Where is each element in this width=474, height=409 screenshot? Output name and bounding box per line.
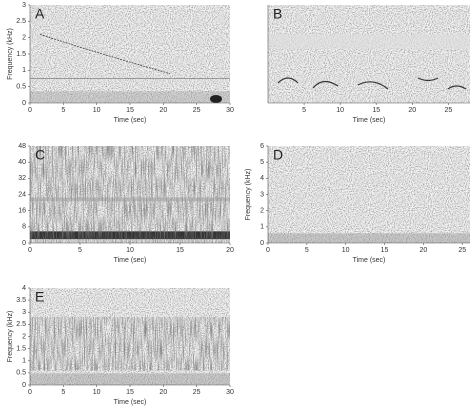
x-tick-label: 10	[336, 107, 344, 114]
y-tick-label: 0.5	[16, 370, 26, 377]
band	[268, 34, 470, 50]
y-tick-label: 0	[260, 240, 264, 247]
panel-label: E	[35, 289, 44, 305]
band	[30, 373, 230, 385]
x-tick-label: 0	[28, 247, 32, 254]
y-tick-label: 24	[18, 191, 26, 198]
x-tick-label: 15	[381, 247, 389, 254]
vnoise	[30, 146, 230, 243]
x-tick-label: 25	[193, 107, 201, 114]
y-tick-label: 2	[260, 208, 264, 215]
x-tick-label: 5	[61, 389, 65, 396]
x-tick-label: 10	[93, 107, 101, 114]
y-axis-label: Frequency (kHz)	[7, 28, 14, 80]
trace	[277, 77, 467, 90]
x-tick-label: 0	[266, 247, 270, 254]
y-tick-label: 40	[18, 159, 26, 166]
x-tick-label: 20	[226, 247, 234, 254]
y-tick-label: 1.5	[16, 51, 26, 58]
y-axis-label: Frequency (kHz)	[245, 169, 252, 221]
y-tick-label: 3	[22, 2, 26, 9]
x-tick-label: 10	[126, 247, 134, 254]
x-tick-label: 30	[226, 389, 234, 396]
x-tick-label: 15	[372, 107, 380, 114]
y-tick-label: 2	[22, 35, 26, 42]
vnoise	[30, 317, 230, 371]
panel-label: A	[35, 6, 45, 22]
y-tick-label: 2	[22, 333, 26, 340]
y-tick-label: 8	[22, 224, 26, 231]
y-tick-label: 3.5	[16, 297, 26, 304]
x-axis-label: Time (sec)	[353, 257, 386, 264]
x-tick-label: 25	[193, 389, 201, 396]
y-tick-label: 32	[18, 175, 26, 182]
panel: A 0 5 10 15 20 25 30 0 0.5 1 1.5 2 2.5 3 Time (sec) Freq…	[7, 2, 234, 124]
x-tick-label: 5	[78, 247, 82, 254]
x-tick-label: 0	[28, 389, 32, 396]
y-tick-label: 0	[22, 240, 26, 247]
band	[30, 91, 230, 103]
y-tick-label: 3	[260, 191, 264, 198]
noise	[268, 146, 470, 243]
x-tick-label: 25	[444, 107, 452, 114]
y-tick-label: 1	[260, 224, 264, 231]
x-tick-label: 15	[126, 389, 134, 396]
band	[268, 233, 470, 243]
y-tick-label: 48	[18, 143, 26, 150]
x-tick-label: 20	[159, 389, 167, 396]
y-tick-label: 4	[260, 175, 264, 182]
noise	[30, 5, 230, 103]
x-axis-label: Time (sec)	[114, 257, 147, 264]
x-tick-label: 20	[419, 247, 427, 254]
x-tick-label: 5	[305, 247, 309, 254]
x-tick-label: 5	[61, 107, 65, 114]
x-axis-label: Time (sec)	[114, 399, 147, 406]
y-tick-label: 0	[22, 100, 26, 107]
x-axis-label: Time (sec)	[114, 117, 147, 124]
panel-label: B	[273, 6, 282, 22]
panel: B 5 10 15 20 25 Time (sec)	[267, 5, 470, 124]
y-tick-label: 1.5	[16, 345, 26, 352]
panel-label: D	[273, 147, 283, 163]
x-tick-label: 20	[408, 107, 416, 114]
y-tick-label: 16	[18, 208, 26, 215]
y-tick-label: 2.5	[16, 321, 26, 328]
panel-label: C	[35, 147, 45, 163]
panel: D 0 5 10 15 20 25 0 1 2 3 4 5 6 Time (sec) Frequency (k…	[245, 143, 470, 264]
y-tick-label: 0	[22, 382, 26, 389]
y-tick-label: 4	[22, 285, 26, 292]
x-tick-label: 30	[226, 107, 234, 114]
y-tick-label: 1	[22, 67, 26, 74]
y-tick-label: 0.5	[16, 84, 26, 91]
y-tick-label: 3	[22, 309, 26, 316]
x-tick-label: 20	[159, 107, 167, 114]
panel: C 0 5 10 15 20 0 8 16 24 32 40 48 Time (sec)	[18, 143, 234, 264]
x-axis-label: Time (sec)	[353, 117, 386, 124]
y-tick-label: 5	[260, 159, 264, 166]
y-axis-label: Frequency (kHz)	[7, 311, 14, 363]
x-tick-label: 15	[176, 247, 184, 254]
panel: E 0 5 10 15 20 25 30 0 0.5 1 1.5 2 2.5 3 3.5 4 Time (sec)…	[7, 285, 234, 406]
blob	[210, 95, 222, 103]
x-tick-label: 15	[126, 107, 134, 114]
y-tick-label: 2.5	[16, 18, 26, 25]
x-tick-label: 10	[342, 247, 350, 254]
x-tick-label: 0	[28, 107, 32, 114]
noise	[268, 5, 470, 103]
x-tick-label: 25	[458, 247, 466, 254]
x-tick-label: 5	[302, 107, 306, 114]
y-tick-label: 6	[260, 143, 264, 150]
x-tick-label: 10	[93, 389, 101, 396]
y-tick-label: 1	[22, 358, 26, 365]
